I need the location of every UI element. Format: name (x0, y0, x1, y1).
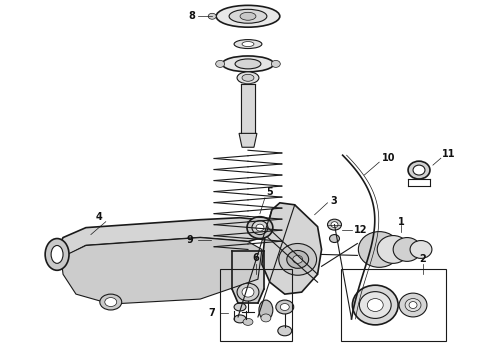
Ellipse shape (51, 246, 63, 264)
Polygon shape (61, 238, 262, 304)
Ellipse shape (216, 5, 280, 27)
Ellipse shape (242, 287, 254, 297)
Ellipse shape (234, 315, 246, 323)
Ellipse shape (329, 235, 340, 243)
Ellipse shape (229, 9, 267, 23)
Text: 5: 5 (267, 187, 273, 197)
Ellipse shape (100, 294, 122, 310)
Ellipse shape (287, 251, 309, 268)
Ellipse shape (393, 238, 421, 261)
Ellipse shape (208, 13, 216, 19)
Ellipse shape (45, 239, 69, 270)
Ellipse shape (247, 217, 273, 239)
Bar (220, 269, 292, 341)
Ellipse shape (235, 59, 261, 69)
Text: 2: 2 (419, 255, 426, 264)
Ellipse shape (222, 56, 274, 72)
Ellipse shape (276, 300, 294, 314)
Ellipse shape (405, 298, 421, 311)
Polygon shape (53, 218, 268, 267)
Polygon shape (239, 133, 257, 147)
Text: 3: 3 (330, 196, 337, 206)
Ellipse shape (399, 293, 427, 317)
Ellipse shape (408, 161, 430, 179)
Text: 6: 6 (252, 253, 259, 264)
Ellipse shape (331, 222, 338, 228)
Ellipse shape (327, 219, 342, 230)
Polygon shape (262, 203, 321, 294)
Text: 10: 10 (382, 153, 396, 163)
Polygon shape (241, 84, 255, 133)
Text: 7: 7 (209, 308, 216, 318)
Text: 11: 11 (442, 149, 456, 159)
Ellipse shape (256, 224, 264, 231)
Ellipse shape (259, 300, 273, 320)
Text: 8: 8 (189, 11, 196, 21)
Text: 1: 1 (398, 217, 404, 227)
Ellipse shape (237, 72, 259, 84)
Ellipse shape (261, 314, 271, 322)
Ellipse shape (352, 285, 398, 325)
Ellipse shape (243, 319, 253, 325)
Ellipse shape (293, 255, 303, 264)
Ellipse shape (240, 12, 256, 20)
Ellipse shape (242, 74, 254, 81)
Ellipse shape (280, 303, 289, 310)
Ellipse shape (234, 40, 262, 49)
Ellipse shape (410, 240, 432, 258)
Ellipse shape (105, 298, 117, 306)
Ellipse shape (252, 221, 268, 235)
Ellipse shape (216, 60, 224, 67)
Text: 9: 9 (187, 234, 194, 244)
Ellipse shape (358, 231, 400, 267)
Ellipse shape (278, 326, 292, 336)
Ellipse shape (271, 60, 280, 67)
Polygon shape (232, 251, 264, 289)
Ellipse shape (279, 243, 317, 275)
Ellipse shape (413, 165, 425, 175)
Ellipse shape (242, 41, 254, 46)
Ellipse shape (359, 292, 391, 319)
Polygon shape (232, 289, 264, 303)
Bar (342, 269, 446, 341)
Ellipse shape (237, 283, 259, 301)
Text: 4: 4 (96, 212, 102, 222)
Ellipse shape (234, 303, 246, 311)
Text: 12: 12 (354, 225, 367, 235)
Ellipse shape (377, 235, 409, 264)
Ellipse shape (368, 298, 383, 311)
Ellipse shape (409, 302, 417, 309)
